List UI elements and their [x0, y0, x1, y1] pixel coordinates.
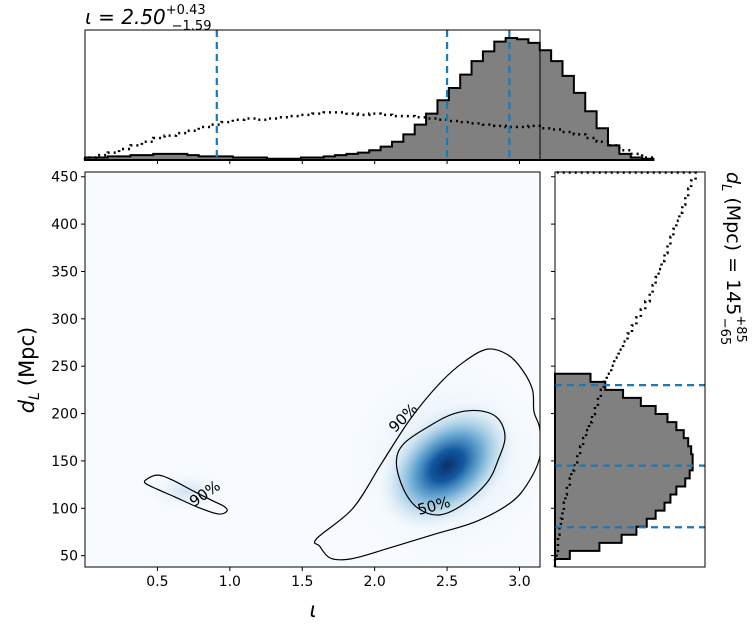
contour-90pct-1 — [313, 348, 540, 561]
x-axis-label: ι — [309, 598, 316, 622]
y-tick-label: 50 — [60, 549, 78, 565]
density-core — [378, 401, 516, 530]
y-tick-label: 150 — [51, 454, 78, 470]
marginal-y-title-inf: −65 — [717, 318, 732, 345]
x-tick-label: 3.0 — [508, 574, 530, 590]
marginal-y-prior — [553, 171, 697, 567]
y-axis-label-sub: L — [27, 392, 43, 400]
joint-panel: 0.5 1.0 1.5 2.0 2.5 3.0 50 100 150 200 250 300 350 4… — [15, 170, 541, 622]
y-axis-label-unit: (Mpc) — [15, 327, 39, 386]
marginal-x-panel: ι = 2.50+0.43 −1.59 — [83, 3, 655, 164]
marginal-y-title-sup: +85 — [733, 315, 748, 342]
marginal-x-posterior — [84, 37, 655, 161]
y-axis-label: dL (Mpc) — [15, 327, 43, 414]
density-secondary — [141, 469, 232, 514]
marginal-y-frame — [554, 171, 706, 568]
y-axis-label-main: d — [15, 399, 39, 413]
y-tick-label: 250 — [51, 359, 78, 375]
contour-50pct-2 — [395, 409, 506, 516]
marginal-x-frame — [84, 29, 541, 161]
y-tick-label: 400 — [51, 217, 78, 233]
marginal-x-title-main: ι = 2.50 — [85, 5, 166, 29]
y-tick-label: 100 — [51, 501, 78, 517]
marginal-y-posterior — [554, 372, 694, 567]
y-tick-label: 450 — [51, 170, 78, 186]
x-tick-label: 1.0 — [219, 574, 241, 590]
marginal-x-title: ι = 2.50+0.43 −1.59 — [85, 3, 211, 34]
marginal-y-title-rest: (Mpc) = 145 — [722, 191, 744, 315]
x-tick-label: 0.5 — [146, 574, 168, 590]
y-tick-label: 350 — [51, 264, 78, 280]
marginal-y-title: dL (Mpc) = 145+85−65 — [717, 172, 748, 345]
x-tick-label: 2.5 — [436, 574, 458, 590]
marginal-x-title-sub: −1.59 — [172, 19, 212, 34]
marginal-y-title-main: d — [722, 172, 744, 185]
marginal-x-title-sup: +0.43 — [166, 3, 206, 18]
marginal-y-panel: dL (Mpc) = 145+85−65 — [551, 171, 748, 568]
contour-90pct-0 — [143, 474, 228, 515]
x-tick-label: 1.5 — [291, 574, 313, 590]
marginal-y-title-sub: L — [718, 184, 733, 191]
marginal-x-prior — [83, 111, 655, 160]
x-tick-label: 2.0 — [364, 574, 386, 590]
y-tick-label: 200 — [51, 407, 78, 423]
joint-frame — [84, 171, 541, 568]
y-tick-label: 300 — [51, 312, 78, 328]
